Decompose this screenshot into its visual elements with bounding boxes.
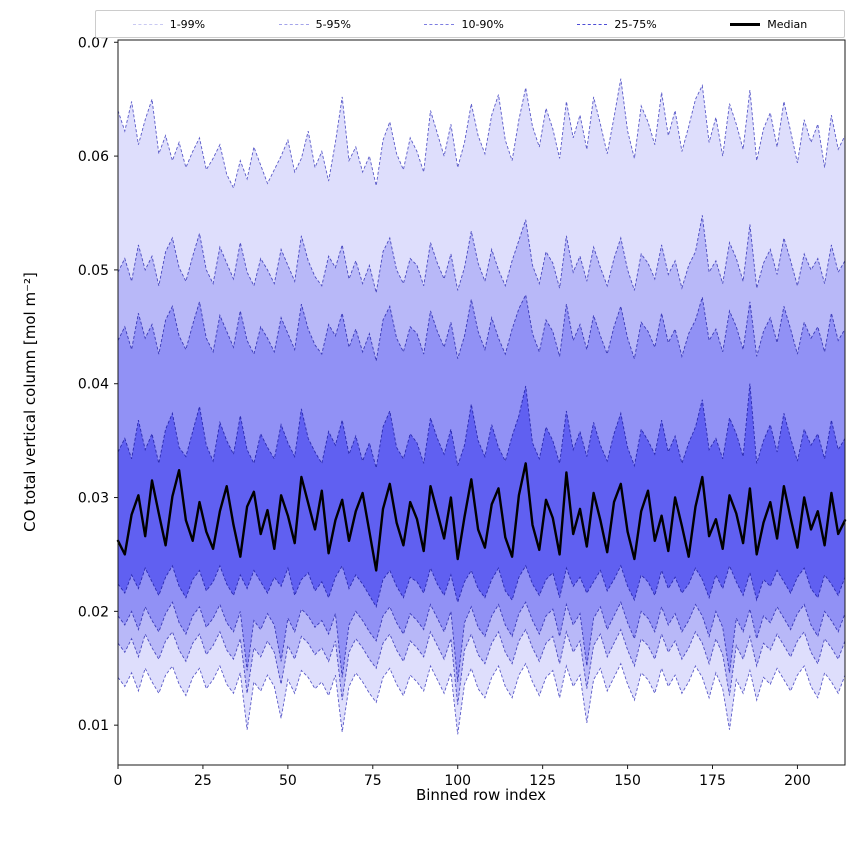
y-axis-title: CO total vertical column [mol m⁻²] [21, 272, 39, 532]
legend-label: 5-95% [315, 17, 352, 31]
legend-line-sample [577, 23, 608, 25]
band-25-75%-lower-edge [117, 564, 846, 608]
y-tick-label: 0.07 [78, 35, 109, 51]
x-tick-label: 0 [114, 773, 123, 789]
band-5-95%-upper-edge [117, 215, 846, 293]
x-tick-label: 25 [194, 773, 212, 789]
band-10-90%-lower-edge [117, 601, 846, 682]
y-tick-label: 0.06 [78, 149, 109, 165]
legend-item-25-75%: 25-75% [577, 17, 657, 31]
legend-label: 25-75% [614, 17, 657, 31]
legend-line-sample [424, 23, 455, 25]
x-tick-label: 125 [529, 773, 556, 789]
band-5-95%-lower-edge [117, 628, 846, 705]
band-1-99%-lower-edge [117, 662, 846, 735]
legend-line-sample [278, 23, 309, 25]
legend: 1-99% 5-95% 10-90% 25-75% Median [95, 10, 845, 38]
plot-border [117, 39, 846, 766]
legend-item-median: Median [730, 18, 807, 31]
y-tick-label: 0.03 [78, 491, 109, 507]
band-25-75%-upper-edge [117, 383, 846, 469]
y-tick-label: 0.02 [78, 604, 109, 620]
y-tick-label: 0.04 [78, 377, 109, 393]
median-line [116, 462, 847, 572]
x-tick-label: 75 [364, 773, 382, 789]
x-tick-label: 100 [444, 773, 471, 789]
x-axis-title: Binned row index [415, 786, 547, 804]
legend-label: 10-90% [461, 17, 504, 31]
legend-line-sample [132, 23, 163, 25]
legend-item-1-99%: 1-99% [132, 17, 206, 31]
x-tick-label: 150 [614, 773, 641, 789]
legend-item-5-95%: 5-95% [278, 17, 352, 31]
legend-line-sample [730, 22, 761, 26]
band-1-99%-upper-edge [117, 78, 846, 190]
legend-label: 1-99% [169, 17, 206, 31]
band-10-90%-upper-edge [117, 293, 846, 362]
legend-label: Median [767, 17, 808, 31]
x-tick-label: 200 [784, 773, 811, 789]
x-tick-label: 175 [699, 773, 726, 789]
legend-item-10-90%: 10-90% [424, 17, 504, 31]
band-25-75%-fill [118, 383, 845, 607]
y-tick-label: 0.01 [78, 718, 109, 734]
y-tick-label: 0.05 [78, 263, 109, 279]
x-tick-label: 50 [279, 773, 297, 789]
